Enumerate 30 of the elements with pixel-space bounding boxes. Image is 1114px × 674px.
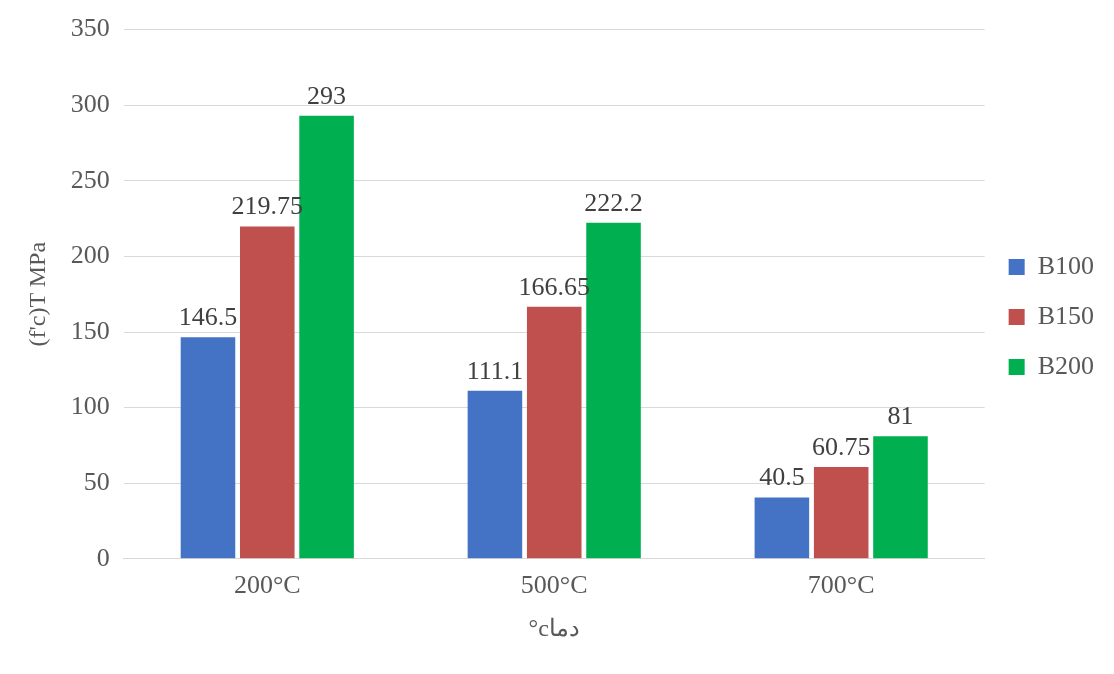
y-tick-label: 150 [70, 315, 110, 345]
x-tick-label: 200°C [233, 570, 301, 600]
y-tick-label: 300 [70, 89, 110, 119]
data-label: 222.2 [584, 187, 643, 217]
data-label: 111.1 [466, 355, 524, 385]
x-tick-label: 700°C [807, 570, 875, 600]
x-tick-label: 500°C [520, 570, 588, 600]
legend-label: B100 [1037, 250, 1094, 280]
bar [873, 436, 928, 559]
x-axis-title: دماc° [528, 615, 580, 642]
bar [180, 337, 236, 559]
legend-label: B200 [1037, 350, 1094, 380]
data-label: 146.5 [178, 302, 238, 332]
y-tick-label: 100 [70, 391, 110, 421]
data-label: 40.5 [759, 462, 805, 492]
bar [754, 497, 810, 559]
bar [240, 226, 295, 559]
y-tick-label: 0 [96, 542, 110, 572]
y-tick-label: 200 [70, 240, 110, 270]
data-label: 293 [307, 80, 347, 110]
data-label: 60.75 [811, 431, 871, 461]
y-tick-label: 350 [70, 13, 110, 43]
bar [813, 466, 869, 559]
bar [526, 306, 582, 559]
y-axis-title: (f'c)T MPa [23, 241, 50, 347]
y-tick-label: 50 [83, 467, 110, 497]
bar [467, 390, 523, 559]
legend-label: B150 [1037, 300, 1094, 330]
data-label: 81 [887, 401, 914, 431]
y-tick-label: 250 [70, 164, 110, 194]
